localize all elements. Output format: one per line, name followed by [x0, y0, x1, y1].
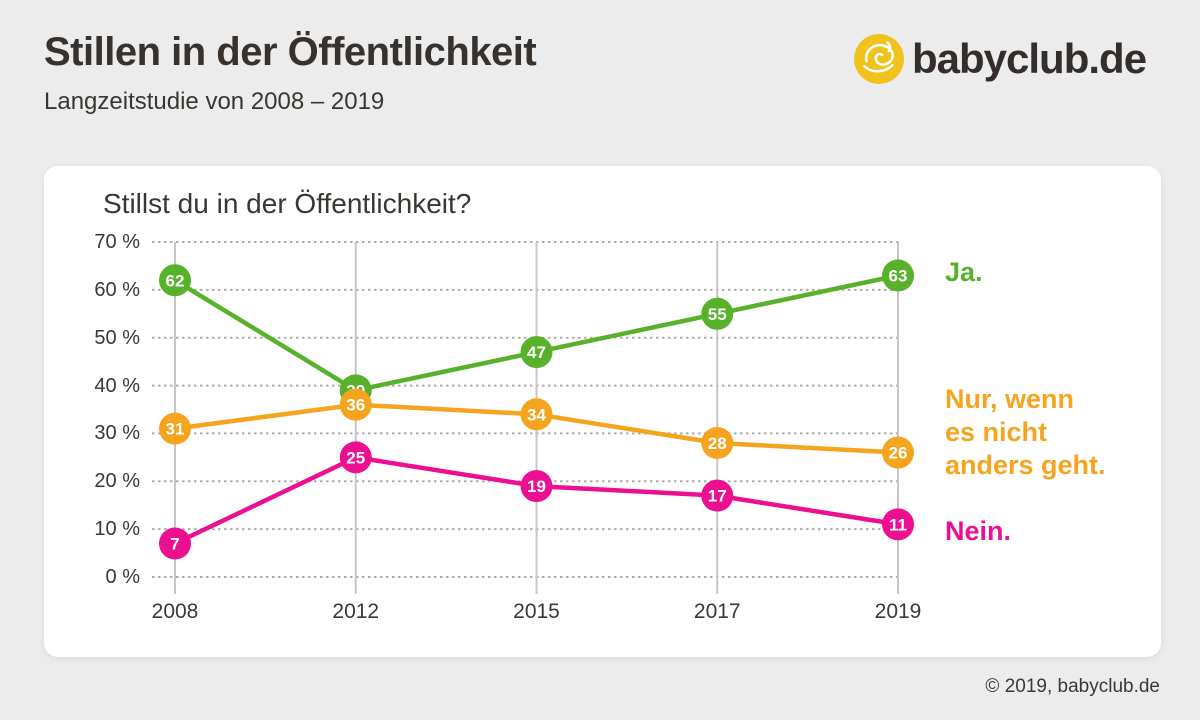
data-point-marker	[159, 527, 191, 560]
data-point-marker	[159, 264, 191, 297]
copyright-note: © 2019, babyclub.de	[985, 676, 1160, 697]
babyclub-logo-text: babyclub.de	[912, 35, 1147, 82]
y-tick-label: 70 %	[94, 231, 140, 253]
chart-panel: Stillst du in der Öffentlichkeit? 623947…	[44, 166, 1161, 657]
y-tick-label: 60 %	[94, 278, 140, 301]
data-point-label: 28	[708, 434, 727, 453]
page-subtitle: Langzeitstudie von 2008 – 2019	[44, 88, 385, 115]
x-tick-label: 2017	[693, 600, 741, 623]
data-point-marker	[882, 508, 914, 541]
x-tick-label: 2015	[513, 600, 560, 623]
data-point-label: 36	[346, 396, 365, 415]
x-tick-label: 2019	[874, 600, 922, 623]
y-tick-label: 30 %	[94, 422, 140, 445]
legend-label: Nur, wenn es nicht anders geht.	[945, 384, 1106, 480]
data-point-label: 11	[889, 515, 907, 534]
data-point-marker	[339, 388, 372, 421]
data-point-label: 25	[346, 448, 365, 467]
data-point-label: 55	[708, 305, 727, 324]
data-point-label: 26	[889, 444, 908, 463]
data-point-label: 19	[527, 477, 546, 496]
y-tick-label: 0 %	[105, 566, 140, 588]
babyclub-logo-icon	[854, 34, 904, 84]
y-tick-label: 40 %	[94, 374, 140, 397]
data-point-marker	[159, 412, 191, 445]
data-point-marker	[882, 259, 914, 292]
y-tick-label: 10 %	[94, 518, 140, 541]
line-chart: 62394755633136342826725191711	[152, 241, 914, 594]
y-tick-label: 50 %	[94, 326, 140, 349]
data-point-marker	[701, 479, 734, 512]
babyclub-logo: babyclub.de	[853, 32, 1147, 86]
chart-title: Stillst du in der Öffentlichkeit?	[103, 188, 472, 219]
data-point-marker	[520, 398, 553, 431]
legend-label: Nein.	[945, 516, 1012, 546]
data-point-marker	[520, 470, 553, 503]
legend-label: Ja.	[945, 257, 983, 287]
data-point-marker	[701, 427, 734, 459]
data-point-label: 62	[166, 271, 185, 290]
page-title: Stillen in der Öffentlichkeit	[44, 30, 537, 74]
y-tick-label: 20 %	[94, 470, 140, 493]
data-point-label: 7	[170, 535, 179, 554]
data-point-label: 17	[708, 487, 727, 506]
data-point-marker	[339, 441, 372, 474]
data-point-label: 47	[527, 343, 546, 362]
data-point-label: 31	[166, 420, 185, 439]
data-point-marker	[882, 436, 914, 469]
data-point-label: 34	[527, 405, 546, 424]
x-tick-label: 2008	[151, 600, 199, 623]
data-point-label: 63	[889, 267, 908, 286]
x-tick-label: 2012	[332, 600, 380, 623]
data-point-marker	[520, 336, 553, 369]
data-point-marker	[701, 297, 734, 330]
